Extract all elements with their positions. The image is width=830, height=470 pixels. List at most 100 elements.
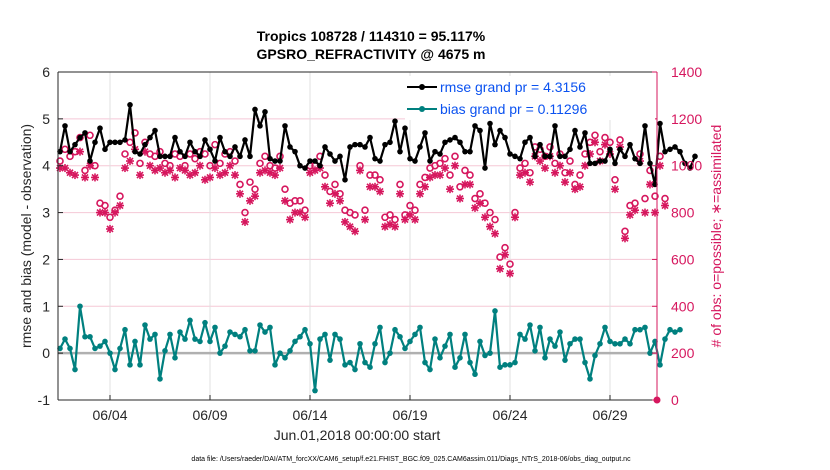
obs-possible-point [436, 159, 444, 168]
rmse-point [127, 102, 133, 108]
right-y-ticks: 0 200 400 600 800 1000 1200 1400 [652, 64, 702, 408]
bias-point [162, 348, 168, 354]
rmse-point [182, 153, 188, 160]
obs-possible-point [351, 211, 359, 219]
obs-possible-point [641, 194, 649, 203]
rmse-point [497, 127, 503, 134]
obs-possible-point [326, 187, 334, 196]
rmse-point [517, 155, 523, 162]
bias-point [322, 331, 328, 338]
bias-point [127, 362, 133, 368]
bias-point [457, 355, 463, 361]
rmse-point [557, 153, 563, 160]
rmse-point [417, 144, 423, 150]
rmse-point [612, 160, 618, 167]
asterisk-stroke [101, 209, 109, 217]
obs-possible-point [81, 166, 89, 175]
bias-point [572, 336, 578, 342]
rmse-point [662, 148, 668, 155]
asterisk-stroke [411, 216, 419, 224]
bias-point [137, 362, 143, 368]
rmse-point [457, 139, 463, 146]
obs-assimilated-point [416, 189, 424, 198]
bias-point [147, 336, 153, 342]
asterisk-stroke [281, 197, 289, 205]
rmse-point [347, 144, 353, 150]
bias-point [142, 322, 148, 328]
y2-tick-label: 600 [671, 251, 695, 267]
asterisk-stroke [226, 162, 234, 170]
obs-assimilated-point [231, 171, 239, 180]
bias-point [257, 322, 263, 328]
obs-possible-point [491, 215, 499, 224]
bias-point [82, 333, 88, 340]
rmse-point [252, 106, 258, 113]
obs-possible-point [471, 194, 479, 203]
obs-possible-point [111, 206, 119, 215]
bias-line [59, 305, 681, 392]
obs-possible-point [496, 253, 504, 261]
obs-possible-point [631, 199, 639, 207]
bias-point [352, 366, 358, 373]
obs-possible-point [91, 161, 99, 170]
bias-point [637, 326, 643, 333]
asterisk-stroke [206, 173, 214, 181]
y2-tick-label: 1000 [671, 158, 702, 174]
obs-possible-point [506, 260, 514, 268]
obs-assimilated-point [196, 161, 204, 170]
rmse-point [362, 144, 368, 150]
bias-point [422, 359, 428, 366]
obs-possible-point [86, 131, 94, 140]
asterisk-stroke [526, 178, 534, 186]
bias-point [292, 338, 298, 345]
asterisk-stroke [486, 223, 494, 231]
bias-point [652, 338, 658, 345]
left-y-ticks: -1 0 1 2 3 4 5 6 [38, 64, 63, 408]
bias-point [87, 333, 93, 340]
obs-possible-point [216, 159, 224, 168]
rmse-point [562, 153, 568, 160]
rmse-point [582, 130, 588, 136]
y-tick-label: 5 [42, 111, 50, 127]
bias-point [222, 343, 228, 349]
rmse-point [672, 144, 678, 150]
asterisk-stroke [556, 162, 564, 170]
obs-assimilated-point [121, 164, 129, 173]
y2-tick-label: 200 [671, 345, 695, 361]
bias-point [207, 338, 213, 345]
bias-point [277, 350, 283, 356]
asterisk-stroke [491, 230, 499, 238]
bias-point [202, 319, 208, 326]
bias-series [57, 303, 683, 394]
obs-possible-point [416, 180, 424, 189]
obs-assimilated-point [136, 171, 144, 180]
asterisk-stroke [576, 183, 584, 191]
chart-title-line-2: GPSRO_REFRACTIVITY @ 4675 m [257, 46, 486, 62]
y-axis-label: rmse and bias (model - observation) [18, 124, 34, 348]
obs-assimilated-point [146, 161, 154, 170]
rmse-point [107, 139, 113, 146]
obs-assimilated-point [506, 269, 514, 278]
asterisk-stroke [236, 190, 244, 198]
rmse-point [592, 160, 598, 167]
obs-assimilated-point [116, 201, 124, 210]
rmse-point [607, 146, 613, 153]
obs-assimilated-point [551, 168, 559, 177]
obs-assimilated-point [441, 164, 449, 173]
asterisk-stroke [221, 169, 229, 177]
rmse-point [502, 134, 508, 141]
asterisk-stroke [386, 220, 394, 228]
obs-possible-point [481, 199, 489, 207]
asterisk-stroke [661, 201, 669, 210]
rmse-point [522, 139, 528, 146]
asterisk-stroke [581, 162, 589, 170]
rmse-point [367, 134, 373, 141]
rmse-point [372, 155, 378, 162]
rmse-point [552, 123, 558, 129]
rmse-point [327, 151, 333, 157]
asterisk-stroke [436, 171, 444, 179]
rmse-point [642, 123, 648, 129]
bias-point [332, 331, 338, 338]
rmse-point [687, 165, 693, 171]
